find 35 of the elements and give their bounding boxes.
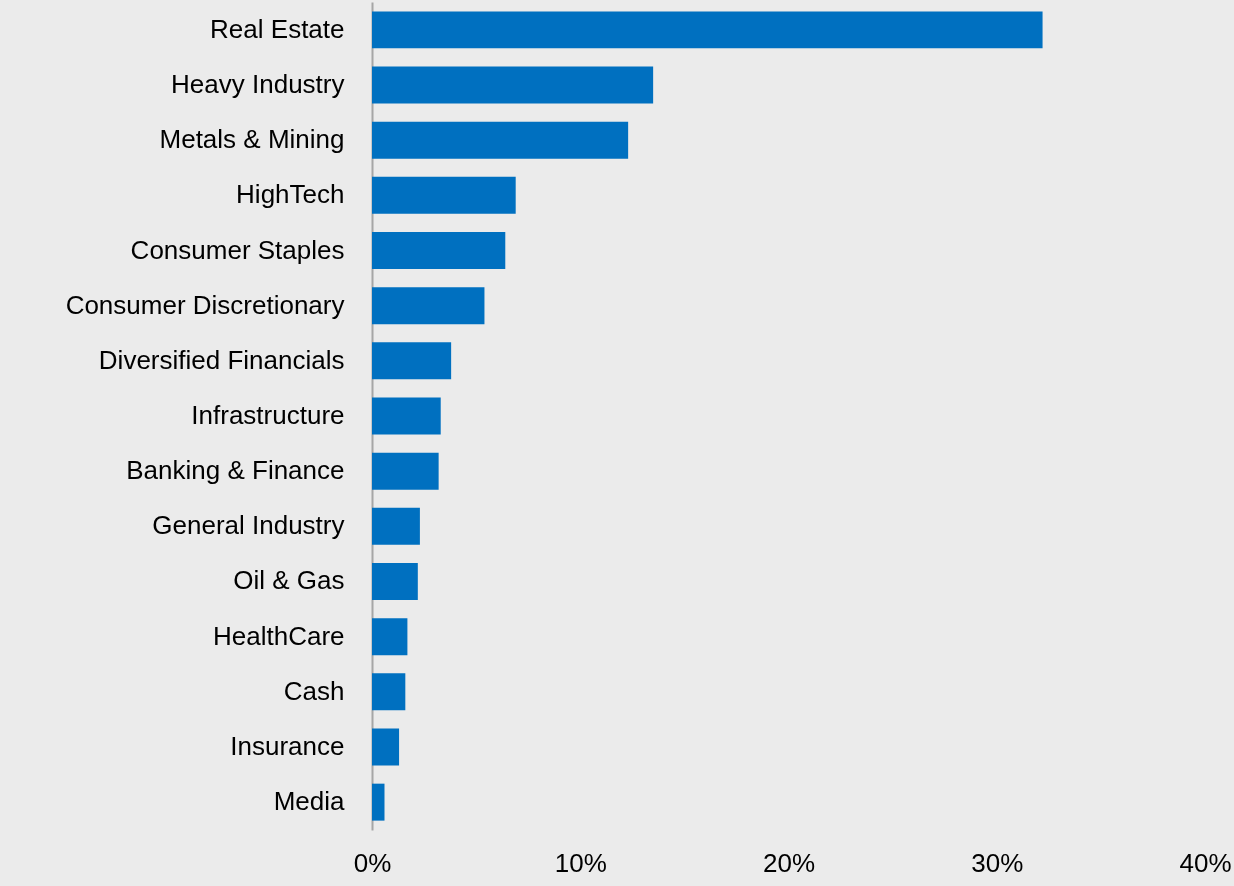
bar	[372, 11, 1043, 49]
x-tick-label: 0%	[353, 847, 392, 878]
x-tick-label: 30%	[971, 847, 1024, 878]
y-tick-label: HighTech	[236, 179, 345, 210]
bar	[372, 66, 654, 104]
bar	[372, 452, 439, 490]
bar	[372, 618, 408, 656]
y-tick-label: Insurance	[230, 730, 345, 761]
y-tick-label: General Industry	[152, 510, 345, 541]
bar	[372, 232, 506, 269]
y-tick-label: Media	[273, 786, 346, 817]
y-tick-label: Consumer Staples	[130, 234, 345, 265]
bar	[372, 783, 385, 821]
bar	[372, 397, 441, 435]
x-tick-label: 40%	[1179, 847, 1232, 878]
bar	[372, 728, 400, 766]
y-tick-label: Heavy Industry	[171, 69, 345, 100]
bar	[372, 673, 406, 711]
bar	[372, 342, 452, 380]
bar	[372, 176, 516, 214]
y-tick-label: Infrastructure	[191, 400, 345, 430]
bar	[372, 507, 420, 545]
bar	[372, 563, 418, 600]
y-tick-label: Metals & Mining	[159, 124, 345, 155]
bar	[372, 287, 485, 325]
x-tick-label: 20%	[762, 847, 816, 878]
y-tick-label: Real Estate	[210, 13, 345, 44]
y-tick-label: Cash	[283, 675, 345, 706]
x-tick-label: 10%	[554, 847, 607, 878]
y-tick-label: HealthCare	[212, 620, 345, 651]
y-tick-label: Consumer Discretionary	[65, 289, 345, 320]
y-tick-label: Banking & Finance	[126, 455, 345, 486]
y-tick-label: Diversified Financials	[98, 344, 345, 375]
y-tick-label: Oil & Gas	[233, 565, 345, 596]
bar	[372, 121, 629, 159]
